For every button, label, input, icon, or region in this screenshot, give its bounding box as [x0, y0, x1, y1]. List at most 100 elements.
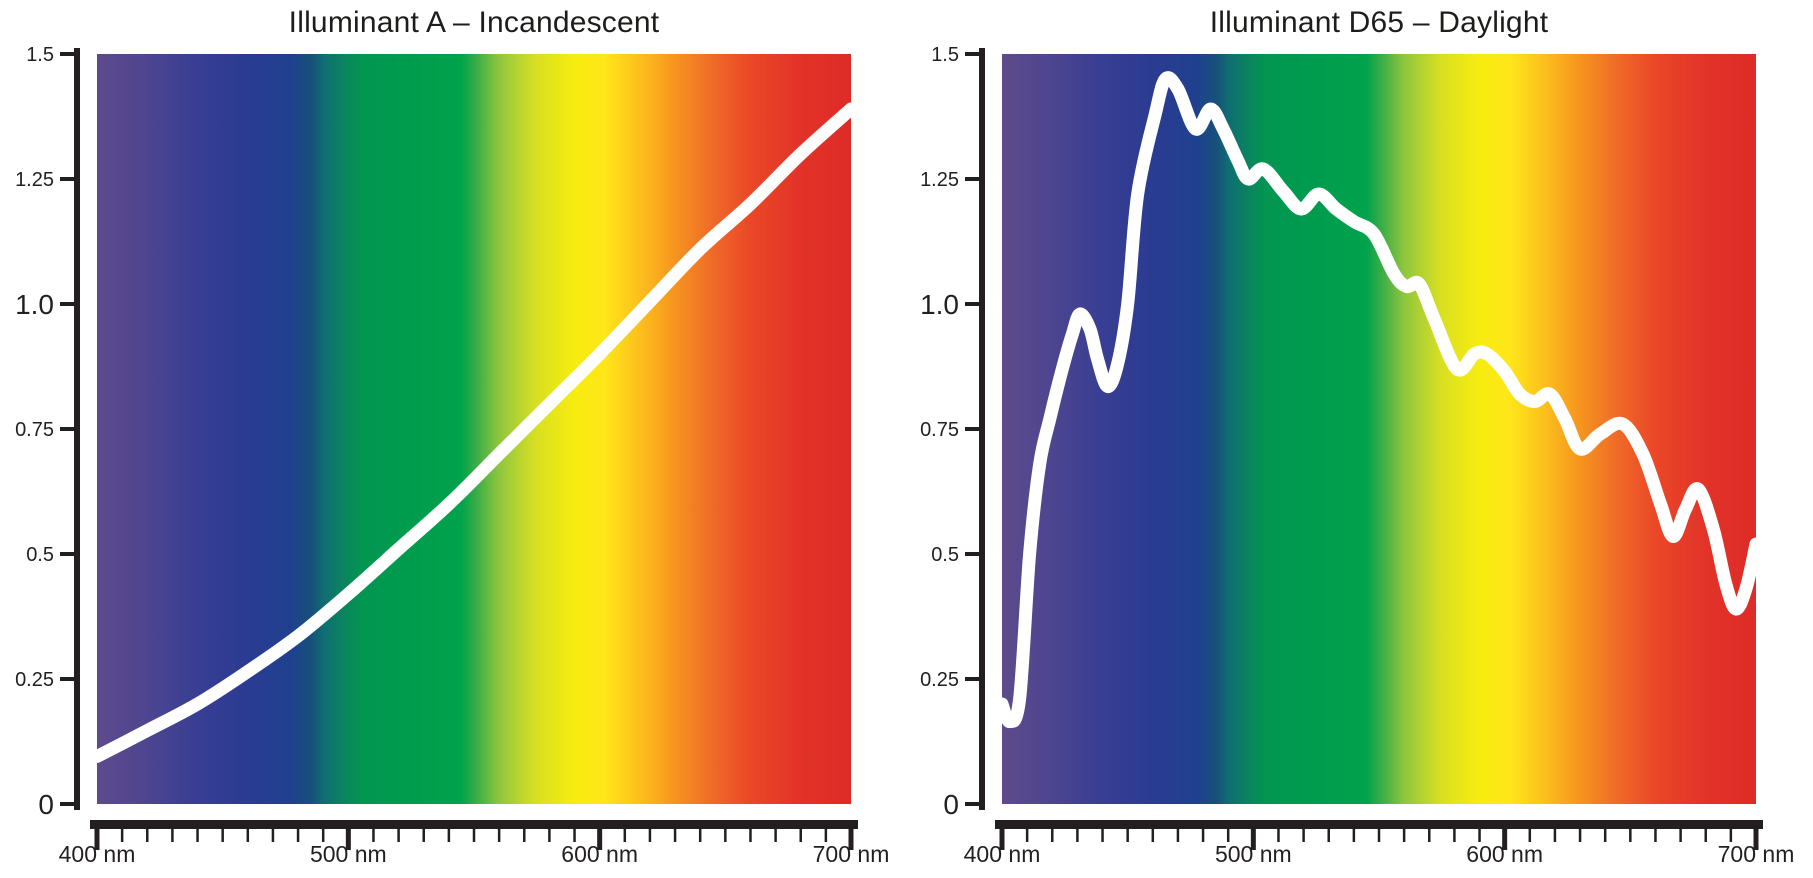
x-minor-tick	[1629, 829, 1632, 842]
y-tick	[965, 552, 979, 556]
x-minor-tick	[1025, 829, 1029, 842]
x-tick-label: 700 nm	[813, 841, 890, 867]
x-minor-tick	[824, 829, 828, 842]
x-minor-tick	[1226, 829, 1230, 842]
y-tick	[60, 802, 74, 806]
x-major-tick	[1250, 829, 1256, 850]
y-tick-label: 1.25	[920, 169, 959, 191]
x-minor-tick	[523, 829, 526, 842]
x-minor-tick	[497, 829, 501, 842]
x-major-tick	[94, 829, 100, 850]
x-minor-tick	[1578, 829, 1582, 842]
y-tick-label: 1.0	[15, 289, 54, 320]
x-minor-tick	[321, 829, 325, 842]
x-minor-tick	[1553, 829, 1557, 842]
y-axis: 1.5 1.25 1.0 0.75 0.5 0.25 0	[920, 44, 985, 820]
y-tick-label: 1.5	[26, 44, 54, 66]
x-tick-label: 500 nm	[1215, 841, 1292, 867]
x-minor-tick	[221, 829, 224, 842]
spectrum-background	[97, 54, 851, 804]
y-tick-label: 0	[943, 789, 959, 820]
y-tick	[965, 427, 979, 431]
x-minor-tick	[1704, 829, 1707, 842]
spectrum-background	[1002, 54, 1756, 804]
x-minor-tick	[1428, 829, 1431, 842]
x-minor-tick	[1101, 829, 1104, 842]
y-tick-label: 0.25	[15, 669, 54, 691]
x-major-tick	[345, 829, 351, 850]
x-minor-tick	[372, 829, 375, 842]
x-major-tick	[1753, 829, 1759, 850]
x-minor-tick	[774, 829, 777, 842]
x-minor-tick	[1528, 829, 1532, 842]
y-tick	[60, 427, 74, 431]
x-major-tick	[1502, 829, 1508, 850]
x-minor-tick	[296, 829, 300, 842]
x-minor-tick	[1327, 829, 1330, 842]
x-minor-tick	[120, 829, 124, 842]
chart-title-illuminant-d65: Illuminant D65 – Daylight	[1209, 6, 1549, 39]
x-minor-tick	[146, 829, 149, 842]
x-minor-tick	[1352, 829, 1356, 842]
y-tick-label: 1.5	[931, 44, 959, 66]
x-minor-tick	[422, 829, 425, 842]
y-tick-label: 1.25	[15, 169, 54, 191]
x-minor-tick	[698, 829, 702, 842]
y-tick-label: 0.75	[920, 419, 959, 441]
x-minor-tick	[548, 829, 551, 842]
x-tick-label: 500 nm	[310, 841, 387, 867]
x-tick-label: 600 nm	[1466, 841, 1543, 867]
x-tick-label: 600 nm	[561, 841, 638, 867]
y-tick-label: 0.75	[15, 419, 54, 441]
x-minor-tick	[648, 829, 652, 842]
x-minor-tick	[1051, 829, 1054, 842]
x-minor-tick	[397, 829, 400, 842]
x-minor-tick	[724, 829, 727, 842]
x-minor-tick	[623, 829, 627, 842]
x-axis: 400 nm 500 nm 600 nm 700 nm	[964, 820, 1795, 867]
x-minor-tick	[673, 829, 677, 842]
x-tick-label: 700 nm	[1718, 841, 1795, 867]
x-minor-tick	[1478, 829, 1481, 842]
x-minor-tick	[472, 829, 476, 842]
chart-illuminant-a: Illuminant A – Incandescent 1.5 1.25 1.0 0.…	[0, 0, 900, 878]
x-major-tick	[597, 829, 603, 850]
x-tick-label: 400 nm	[59, 841, 136, 867]
y-tick	[60, 552, 74, 556]
x-minor-tick	[1126, 829, 1129, 842]
chart-illuminant-d65: Illuminant D65 – Daylight 1.5 1.25 1.0 0.75…	[905, 0, 1813, 878]
y-tick	[965, 802, 979, 806]
x-minor-tick	[447, 829, 451, 842]
y-tick-label: 0.5	[26, 544, 54, 566]
x-minor-tick	[1603, 829, 1607, 842]
x-minor-tick	[1201, 829, 1205, 842]
y-axis: 1.5 1.25 1.0 0.75 0.5 0.25 0	[15, 44, 80, 820]
y-tick-label: 1.0	[920, 289, 959, 320]
y-tick	[60, 677, 74, 681]
y-axis-line	[74, 48, 80, 810]
y-tick-label: 0.5	[931, 544, 959, 566]
y-tick	[965, 302, 979, 306]
x-minor-tick	[1377, 829, 1381, 842]
x-minor-tick	[1654, 829, 1657, 842]
x-major-tick	[999, 829, 1005, 850]
x-axis-line	[90, 820, 858, 829]
x-axis-line	[995, 820, 1763, 829]
y-tick	[60, 302, 74, 306]
x-major-tick	[848, 829, 854, 850]
spd-curve	[97, 102, 851, 763]
x-minor-tick	[246, 829, 250, 842]
x-minor-tick	[1176, 829, 1180, 842]
x-tick-label: 400 nm	[964, 841, 1041, 867]
x-minor-tick	[1076, 829, 1079, 842]
y-tick-label: 0	[38, 789, 54, 820]
x-minor-tick	[573, 829, 576, 842]
x-minor-tick	[171, 829, 174, 842]
x-minor-tick	[799, 829, 802, 842]
y-tick	[965, 177, 979, 181]
y-tick	[965, 52, 979, 56]
x-minor-tick	[271, 829, 275, 842]
